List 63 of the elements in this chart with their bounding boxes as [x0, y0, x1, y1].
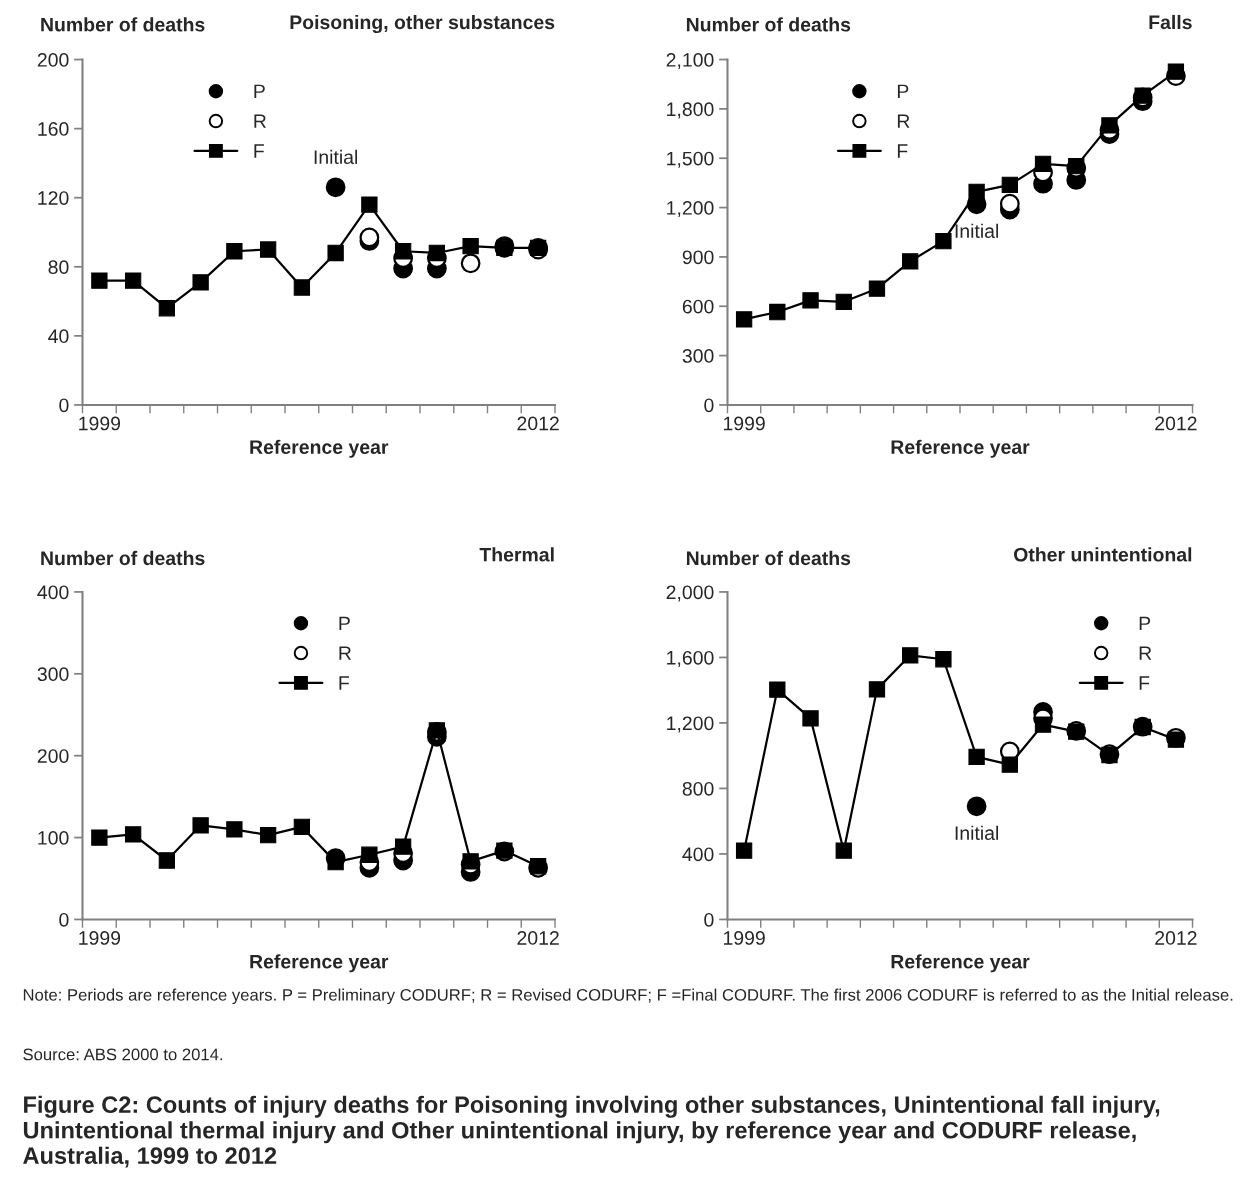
y-tick-label: 600 [682, 299, 714, 314]
x-tick-label: 1999 [79, 416, 121, 431]
x-axis-title: Reference year [250, 439, 389, 458]
y-axis-title: Number of deaths [41, 550, 205, 566]
x-axis-title: Reference year [250, 954, 389, 973]
chart-title: Thermal [479, 547, 554, 562]
x-tick-label: 2012 [517, 931, 559, 945]
annotation: Initial [955, 223, 998, 239]
y-tick-label: 300 [37, 667, 69, 682]
y-tick-label: 100 [38, 831, 69, 845]
legend-label: R [339, 646, 352, 660]
legend-label: R [1139, 646, 1152, 660]
x-tick-label: 1999 [79, 931, 121, 945]
y-axis-title: Number of deaths [686, 550, 851, 566]
legend-label: P [897, 84, 909, 99]
y-tick-label: 1,200 [667, 201, 714, 218]
annotation: Initial [314, 149, 358, 165]
caption: Figure C2: Counts of injury deaths for Poisoning involving other substances, Unintentional fall injury, Unintentional thermal injury and Other unintentional injury, by reference year and CODURF release, Australia, 1999 to 2012 [23, 1095, 1160, 1168]
legend-label: P [339, 616, 350, 631]
y-tick-label: 2,000 [666, 585, 714, 602]
y-tick-label: 80 [48, 260, 69, 275]
y-tick-label: 120 [38, 191, 69, 205]
y-tick-label: 0 [59, 912, 69, 927]
legend-label: P [254, 84, 265, 99]
y-tick-label: 1,500 [667, 151, 714, 168]
legend-label: F [1139, 676, 1150, 690]
y-tick-label: 0 [704, 912, 714, 927]
text: Note: Periods are reference years. P = Preliminary CODURF; R = Revised CODURF; F =Final CODURF. The first 2006 CODURF is referred to as the Initial release. [23, 988, 1233, 1005]
legend-label: R [897, 114, 910, 128]
y-tick-label: 200 [37, 749, 69, 763]
y-tick-label: 1,200 [667, 716, 714, 733]
chart-title: Other unintentional [1014, 547, 1192, 562]
x-tick-label: 2012 [1155, 931, 1197, 945]
y-tick-label: 0 [704, 398, 714, 413]
y-tick-label: 160 [38, 122, 69, 136]
y-tick-label: 1,800 [667, 102, 714, 119]
chart-title: Poisoning, other substances [290, 14, 555, 34]
legend-label: F [897, 144, 908, 158]
source-note: Source: ABS 2000 to 2014. [23, 1048, 223, 1061]
chart-title: Falls [1149, 14, 1192, 30]
x-axis-title: Reference year [891, 954, 1030, 973]
y-tick-label: 2,100 [666, 53, 714, 70]
y-axis-title: Number of deaths [686, 17, 851, 32]
y-tick-label: 40 [48, 329, 69, 344]
x-axis-title: Reference year [891, 439, 1030, 458]
y-tick-label: 300 [682, 349, 714, 363]
y-tick-label: 0 [59, 398, 69, 413]
y-tick-label: 400 [682, 847, 714, 862]
y-tick-label: 900 [682, 250, 714, 265]
y-tick-label: 400 [37, 585, 69, 600]
y-tick-label: 200 [37, 53, 69, 67]
annotation: Initial [955, 825, 998, 841]
y-axis-title: Number of deaths [41, 17, 205, 32]
legend-label: F [254, 144, 264, 158]
legend-label: R [254, 114, 266, 128]
x-tick-label: 2012 [517, 416, 559, 431]
y-tick-label: 800 [682, 781, 714, 796]
legend-label: F [339, 676, 349, 690]
y-tick-label: 1,600 [667, 650, 714, 667]
legend-label: P [1139, 616, 1151, 631]
x-tick-label: 2012 [1155, 416, 1197, 431]
x-tick-label: 1999 [723, 416, 765, 431]
x-tick-label: 1999 [723, 931, 765, 945]
